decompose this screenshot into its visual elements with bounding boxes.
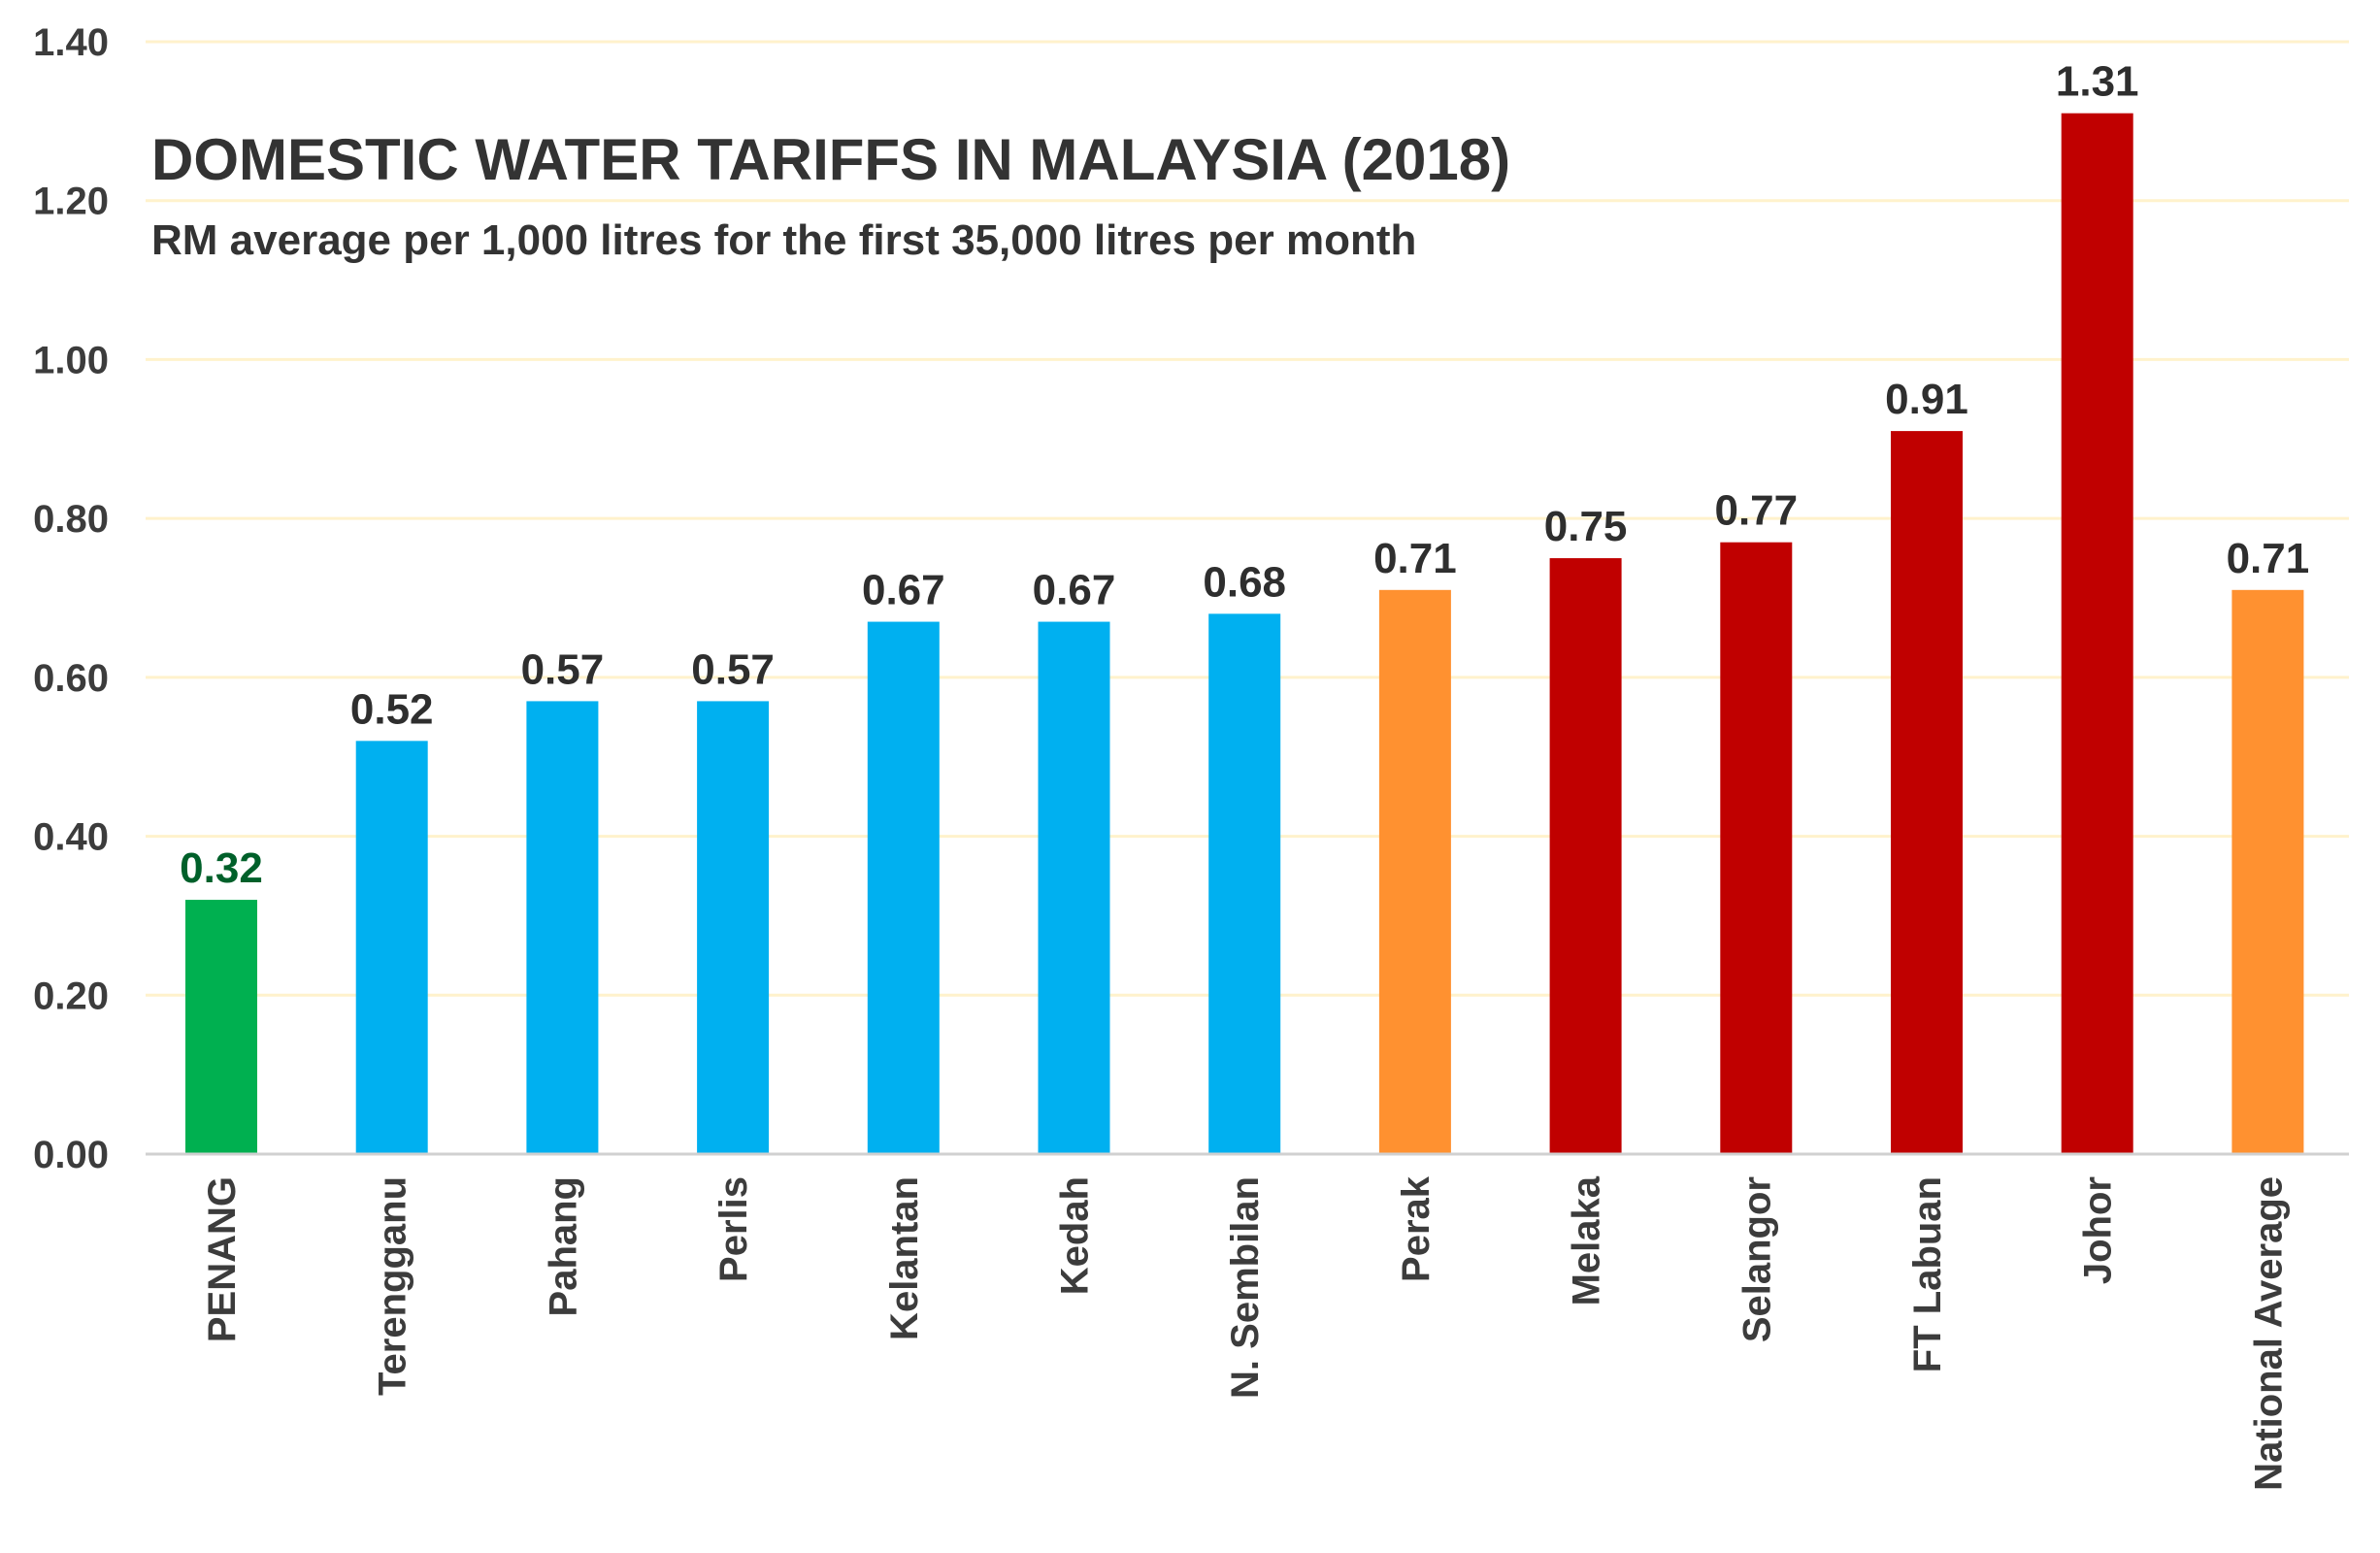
category-label: Terengganu [372, 1176, 414, 1396]
bar-pahang [526, 701, 599, 1154]
y-tick-label: 0.60 [33, 657, 109, 700]
category-label: N. Sembilan [1224, 1176, 1267, 1399]
bar-johor [2061, 113, 2133, 1155]
x-axis-category-labels: PENANG Terengganu Pahang Perlis Kelantan Keda… [201, 1175, 2290, 1491]
y-axis-tick-labels: 0.00 0.20 0.40 0.60 0.80 1.00 1.20 1.40 [33, 21, 109, 1176]
value-label: 0.75 [1544, 503, 1628, 550]
category-label: Kedah [1054, 1176, 1097, 1295]
value-label: 0.68 [1203, 558, 1286, 606]
value-label: 0.71 [2227, 535, 2310, 582]
category-label: Perak [1395, 1175, 1438, 1282]
y-tick-label: 0.20 [33, 975, 109, 1017]
bar-selangor [1720, 542, 1793, 1154]
chart-subtitle: RM average per 1,000 litres for the firs… [151, 216, 1416, 264]
y-tick-label: 1.40 [33, 21, 109, 64]
bar-melaka [1549, 558, 1622, 1154]
value-label: 0.57 [521, 645, 605, 693]
y-tick-label: 0.00 [33, 1134, 109, 1176]
value-label: 0.67 [862, 567, 945, 614]
category-label: Kelantan [883, 1176, 926, 1340]
bar-penang [185, 900, 257, 1154]
y-tick-label: 1.20 [33, 181, 109, 223]
bars [185, 113, 2304, 1155]
category-label: Pahang [542, 1176, 584, 1316]
value-label: 0.67 [1033, 567, 1116, 614]
bar-kedah [1038, 621, 1110, 1154]
value-labels: 0.32 0.52 0.57 0.57 0.67 0.67 0.68 0.71 0.75 0.77… [180, 58, 2309, 892]
y-tick-label: 0.80 [33, 498, 109, 541]
category-label: FT Labuan [1906, 1176, 1949, 1372]
y-tick-label: 0.40 [33, 816, 109, 859]
value-label: 0.71 [1373, 535, 1457, 582]
bar-perak [1378, 589, 1451, 1154]
value-label: 0.32 [180, 844, 263, 892]
value-label: 0.52 [350, 685, 434, 733]
value-label: 0.91 [1885, 376, 1968, 423]
category-label: Perlis [712, 1176, 755, 1282]
value-label: 0.57 [691, 645, 775, 693]
category-label: National Average [2247, 1176, 2290, 1491]
value-label: 1.31 [2056, 58, 2139, 106]
bar-terengganu [355, 741, 428, 1154]
value-label: 0.77 [1714, 487, 1798, 535]
bar-ft-labuan [1891, 431, 1963, 1155]
category-label: PENANG [201, 1176, 244, 1342]
bar-n-sembilan [1208, 613, 1281, 1154]
category-label: Selangor [1735, 1176, 1778, 1342]
category-label: Johor [2077, 1176, 2120, 1284]
category-label: Melaka [1566, 1175, 1608, 1305]
chart-title: DOMESTIC WATER TARIFFS IN MALAYSIA (2018… [151, 127, 1510, 192]
bar-kelantan [867, 621, 940, 1154]
bar-national-average [2231, 589, 2304, 1154]
bar-perlis [697, 701, 770, 1154]
y-tick-label: 1.00 [33, 339, 109, 381]
